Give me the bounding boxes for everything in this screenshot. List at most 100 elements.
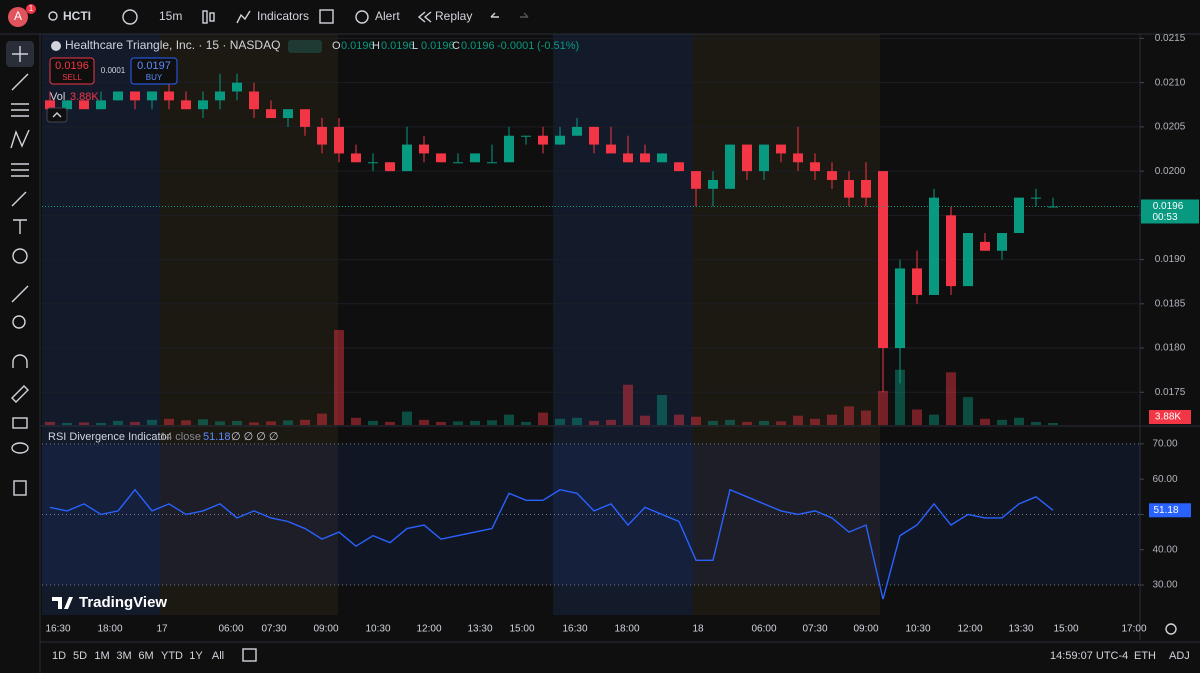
candle-body xyxy=(334,126,344,154)
candle-body xyxy=(555,135,565,145)
zoom-tool[interactable] xyxy=(12,315,26,329)
avatar[interactable] xyxy=(8,7,28,27)
candle-body xyxy=(674,162,684,172)
buy-button[interactable] xyxy=(130,57,178,85)
candle-body xyxy=(232,82,242,92)
brush-tool[interactable] xyxy=(11,191,27,207)
logo-mark xyxy=(52,597,73,609)
badge xyxy=(26,4,36,14)
candle-body xyxy=(963,233,973,287)
volume-bar xyxy=(96,422,106,425)
volume-bar xyxy=(555,418,565,425)
top-bar xyxy=(0,0,1200,34)
x-tick-label: 18:00 xyxy=(97,624,122,635)
undo[interactable] xyxy=(490,12,499,18)
x-tick-label: 09:00 xyxy=(313,624,338,635)
volume-bar xyxy=(623,384,633,425)
volume-bar xyxy=(1048,422,1058,425)
date-range-icon[interactable] xyxy=(242,648,257,662)
volume-bar xyxy=(215,421,225,425)
y-tick-label: 0.0190 xyxy=(1155,254,1186,265)
interval[interactable]: 15m xyxy=(159,9,182,23)
candle-body xyxy=(657,153,667,163)
candle-body xyxy=(810,162,820,172)
volume-bar xyxy=(691,416,701,425)
volume-bar xyxy=(946,372,956,425)
volume-bar xyxy=(980,418,990,425)
sell-button[interactable] xyxy=(49,57,95,85)
eth-toggle[interactable]: ETH xyxy=(1134,650,1156,662)
volume-bar xyxy=(283,420,293,425)
volume-bar xyxy=(742,421,752,425)
candle-icon[interactable] xyxy=(202,10,208,24)
candle-icon xyxy=(209,12,215,22)
candle-body xyxy=(198,100,208,110)
volume-bar xyxy=(351,417,361,425)
emoji-tool[interactable] xyxy=(12,248,28,264)
add-icon[interactable] xyxy=(122,9,138,25)
x-tick-label: 16:30 xyxy=(562,624,587,635)
lock-tool[interactable] xyxy=(12,417,28,429)
pattern-tool[interactable] xyxy=(10,129,30,149)
volume-bar xyxy=(572,417,582,425)
crosshair-tool[interactable] xyxy=(12,46,28,62)
symbol[interactable]: HCTI xyxy=(63,9,91,23)
forecast-tool[interactable] xyxy=(11,163,29,177)
hide-tool[interactable] xyxy=(11,442,29,454)
legend-value: 0.0196 xyxy=(461,40,495,52)
settings-icon[interactable] xyxy=(1165,623,1177,635)
candle-body xyxy=(283,109,293,119)
volume-bar xyxy=(861,410,871,425)
candle-body xyxy=(113,91,123,101)
replay[interactable]: Replay xyxy=(435,9,472,23)
volume-bar xyxy=(504,414,514,425)
symbol-name: Healthcare Triangle, Inc. · 15 · NASDAQ xyxy=(65,38,280,52)
volume-bar xyxy=(776,421,786,425)
text-tool[interactable] xyxy=(13,219,27,234)
clock: 14:59:07 UTC-4 xyxy=(1050,650,1128,662)
x-tick-label: 10:30 xyxy=(905,624,930,635)
collapse-button[interactable] xyxy=(46,107,68,123)
candle-body xyxy=(317,126,327,145)
range-button[interactable]: All xyxy=(212,650,224,662)
candle-body xyxy=(589,126,599,145)
range-button[interactable]: 1Y xyxy=(189,650,203,662)
range-button[interactable]: YTD xyxy=(161,650,183,662)
price-label: 0.0196 xyxy=(1153,201,1184,212)
ruler-tool[interactable] xyxy=(11,285,29,303)
range-button[interactable]: 3M xyxy=(116,650,131,662)
range-button[interactable]: 1M xyxy=(94,650,109,662)
redo[interactable] xyxy=(520,12,529,18)
volume-bar xyxy=(640,415,650,425)
price-label-bg xyxy=(1141,199,1199,224)
x-tick-label: 07:30 xyxy=(802,624,827,635)
alert[interactable]: Alert xyxy=(375,9,400,23)
candle-body xyxy=(96,100,106,110)
x-tick-label: 17 xyxy=(156,624,168,635)
volume-bar xyxy=(793,415,803,425)
drawing-mode[interactable] xyxy=(11,385,29,403)
volume-bar xyxy=(810,418,820,425)
range-bar: 1D 5D 1M 3M 6M YTD 1Y All xyxy=(52,650,224,662)
indicators[interactable]: Indicators xyxy=(257,9,309,23)
layout-icon[interactable] xyxy=(319,9,334,24)
candle-body xyxy=(725,144,735,189)
adj-toggle[interactable]: ADJ xyxy=(1169,650,1190,662)
status-pill[interactable] xyxy=(288,40,322,53)
magnet-tool[interactable] xyxy=(12,354,28,368)
remove-tool[interactable] xyxy=(13,480,27,496)
range-button[interactable]: 6M xyxy=(138,650,153,662)
x-tick-label: 06:00 xyxy=(751,624,776,635)
range-button[interactable]: 1D xyxy=(52,650,66,662)
range-button[interactable]: 5D xyxy=(73,650,87,662)
volume-bar xyxy=(164,418,174,425)
fib-tool[interactable] xyxy=(11,103,29,117)
y-tick-label: 0.0205 xyxy=(1155,122,1186,133)
candle-body xyxy=(521,135,531,137)
x-tick-label: 13:30 xyxy=(467,624,492,635)
volume-bar xyxy=(708,420,718,425)
line-tool[interactable] xyxy=(11,73,29,91)
volume-bar xyxy=(1031,421,1041,425)
countdown: 00:53 xyxy=(1152,212,1177,223)
volume-bar xyxy=(317,413,327,425)
